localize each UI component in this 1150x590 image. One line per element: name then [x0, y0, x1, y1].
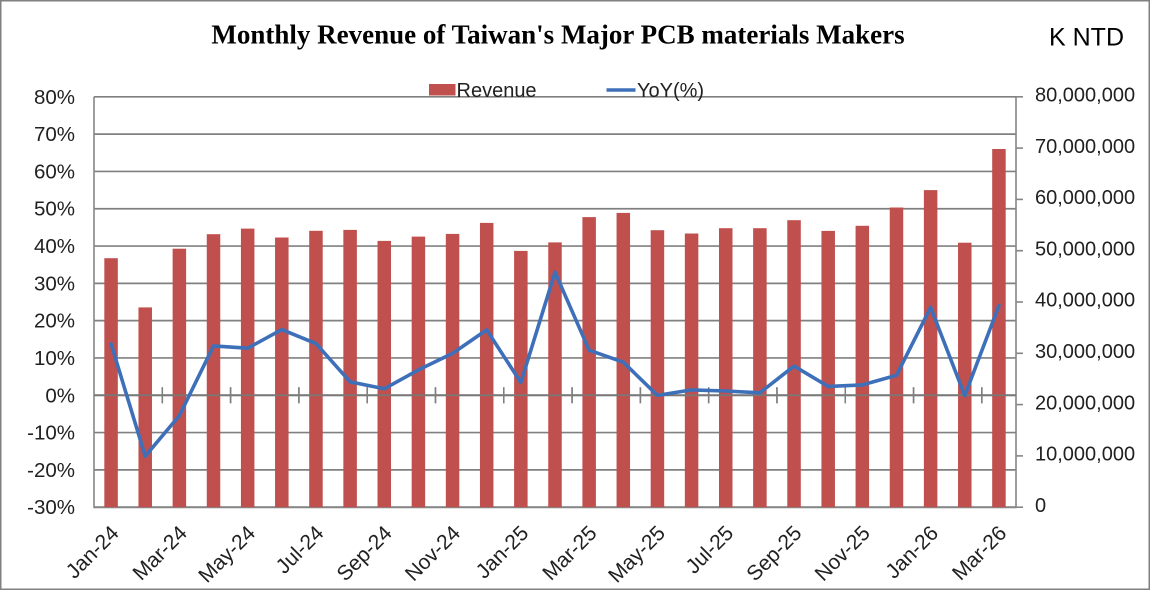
svg-text:-30%: -30% [27, 496, 75, 519]
svg-text:10%: 10% [34, 347, 75, 370]
svg-text:70%: 70% [34, 123, 75, 146]
svg-text:Monthly Revenue of Taiwan's Ma: Monthly Revenue of Taiwan's Major PCB ma… [211, 20, 904, 50]
svg-text:YoY(%): YoY(%) [637, 80, 704, 102]
svg-text:70,000,000: 70,000,000 [1035, 136, 1135, 158]
svg-text:-10%: -10% [27, 422, 75, 445]
svg-text:0%: 0% [45, 384, 75, 407]
svg-text:30,000,000: 30,000,000 [1035, 341, 1135, 363]
svg-text:10,000,000: 10,000,000 [1035, 444, 1135, 466]
svg-text:80,000,000: 80,000,000 [1035, 85, 1135, 107]
svg-text:50,000,000: 50,000,000 [1035, 238, 1135, 260]
svg-text:40%: 40% [34, 235, 75, 258]
svg-text:K NTD: K NTD [1049, 24, 1124, 52]
svg-text:20%: 20% [34, 310, 75, 333]
svg-text:0: 0 [1035, 495, 1046, 517]
svg-text:20,000,000: 20,000,000 [1035, 392, 1135, 414]
svg-text:-20%: -20% [27, 459, 75, 482]
svg-text:Revenue: Revenue [457, 80, 537, 102]
svg-text:60%: 60% [34, 160, 75, 183]
svg-text:50%: 50% [34, 198, 75, 221]
svg-text:60,000,000: 60,000,000 [1035, 187, 1135, 209]
svg-text:40,000,000: 40,000,000 [1035, 290, 1135, 312]
svg-text:80%: 80% [34, 86, 75, 109]
svg-text:30%: 30% [34, 272, 75, 295]
